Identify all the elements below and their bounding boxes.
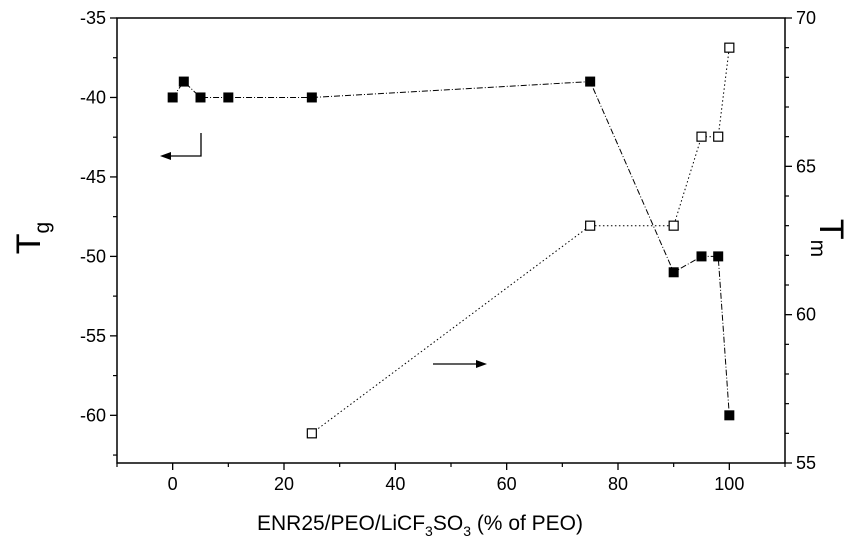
tg-data-point	[306, 92, 317, 103]
x-axis-title-part: ENR25/PEO/LiCF	[257, 512, 425, 535]
x-axis-title-subscript: 3	[425, 523, 433, 539]
y-left-tick-label: -40	[80, 87, 106, 107]
tg-data-point	[668, 267, 679, 278]
tm-data-point	[668, 220, 679, 231]
tm-data-point	[306, 428, 317, 439]
x-tick-label: 40	[385, 474, 405, 494]
x-tick-label: 0	[168, 474, 178, 494]
tm-data-point	[724, 42, 735, 53]
tm-data-point	[585, 220, 596, 231]
x-axis-title: ENR25/PEO/LiCF3SO3 (% of PEO)	[257, 512, 583, 539]
tm-data-point	[713, 131, 724, 142]
tg-data-point	[178, 76, 189, 87]
series-layer	[167, 42, 735, 439]
right-axis-arrowhead	[476, 360, 487, 368]
y-right-tick-label: 55	[796, 453, 816, 473]
y-left-tick-label: -55	[80, 326, 106, 346]
tg-data-point	[713, 251, 724, 262]
x-tick-label: 80	[608, 474, 628, 494]
x-tick-label: 20	[274, 474, 294, 494]
tm-data-point	[696, 131, 707, 142]
y-left-axis-title-subscript: g	[31, 222, 54, 234]
x-tick-label: 100	[714, 474, 744, 494]
tg-data-point	[696, 251, 707, 262]
tg-data-point	[724, 410, 735, 421]
left-axis-arrow-line	[168, 133, 202, 157]
x-axis-title-subscript: 3	[463, 523, 471, 539]
y-left-tick-label: -45	[80, 167, 106, 187]
annotation-layer	[160, 133, 487, 368]
y-right-tick-label: 65	[796, 156, 816, 176]
tg-data-point	[223, 92, 234, 103]
plot-frame	[116, 17, 786, 464]
y-left-axis-title-main: T	[10, 233, 48, 254]
y-left-tick-label: -50	[80, 246, 106, 266]
tg-data-point	[585, 76, 596, 87]
y-left-axis-title: Tg	[10, 222, 54, 254]
x-axis-title-part: SO	[433, 512, 463, 535]
y-right-axis-title: Tm	[806, 219, 850, 257]
y-right-axis-title-subscript: m	[806, 240, 829, 258]
tg-data-point	[195, 92, 206, 103]
y-right-axis-title-main: T	[812, 219, 850, 240]
left-axis-arrowhead	[160, 152, 171, 160]
x-tick-label: 60	[497, 474, 517, 494]
series-line-right	[311, 47, 730, 434]
y-left-tick-label: -35	[80, 8, 106, 28]
series-line-left	[172, 80, 730, 416]
x-axis-title-part: (% of PEO)	[471, 512, 583, 535]
axes-layer: 0 20 40 60 80 100 -60 -55 -50 -45 -40 -35 55 60 65 70	[80, 8, 816, 494]
tg-data-point	[167, 92, 178, 103]
y-left-tick-label: -60	[80, 405, 106, 425]
y-right-tick-label: 70	[796, 8, 816, 28]
y-right-tick-label: 60	[796, 305, 816, 325]
